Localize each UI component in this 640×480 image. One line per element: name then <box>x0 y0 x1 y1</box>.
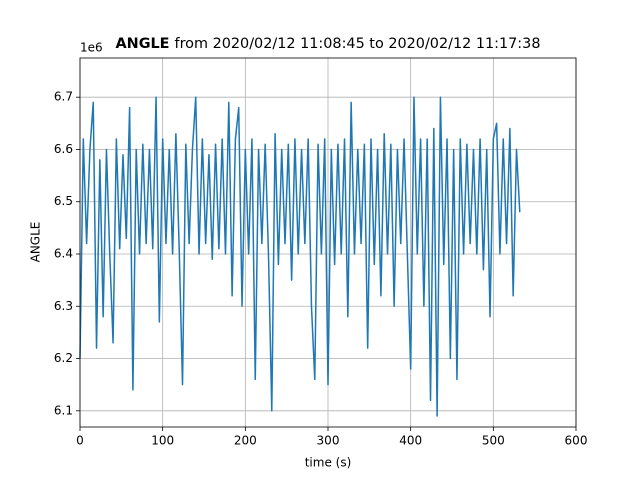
y-tick-label: 6.2 <box>54 351 73 365</box>
y-tick-label: 6.3 <box>54 299 73 313</box>
x-tick-label: 200 <box>234 434 257 448</box>
x-axis-label: time (s) <box>305 456 352 470</box>
title-bold: ANGLE <box>116 36 170 52</box>
y-tick-label: 6.1 <box>54 403 73 417</box>
y-axis-label: ANGLE <box>29 222 43 263</box>
chart-title: ANGLE from 2020/02/12 11:08:45 to 2020/02… <box>116 36 541 52</box>
y-tick-label: 6.7 <box>54 90 73 104</box>
y-tick-label: 6.6 <box>54 142 73 156</box>
x-tick-label: 400 <box>399 434 422 448</box>
x-tick-label: 0 <box>76 434 84 448</box>
data-line <box>79 96 521 417</box>
x-tick-label: 500 <box>482 434 505 448</box>
y-tick-label: 6.4 <box>54 246 73 260</box>
x-tick-label: 600 <box>565 434 588 448</box>
title-text: from 2020/02/12 11:08:45 to 2020/02/12 1… <box>175 36 541 52</box>
x-tick-label: 100 <box>151 434 174 448</box>
plot-frame <box>79 57 577 428</box>
offset-label: 1e6 <box>80 41 103 55</box>
y-tick-label: 6.5 <box>54 194 73 208</box>
x-tick-label: 300 <box>317 434 340 448</box>
